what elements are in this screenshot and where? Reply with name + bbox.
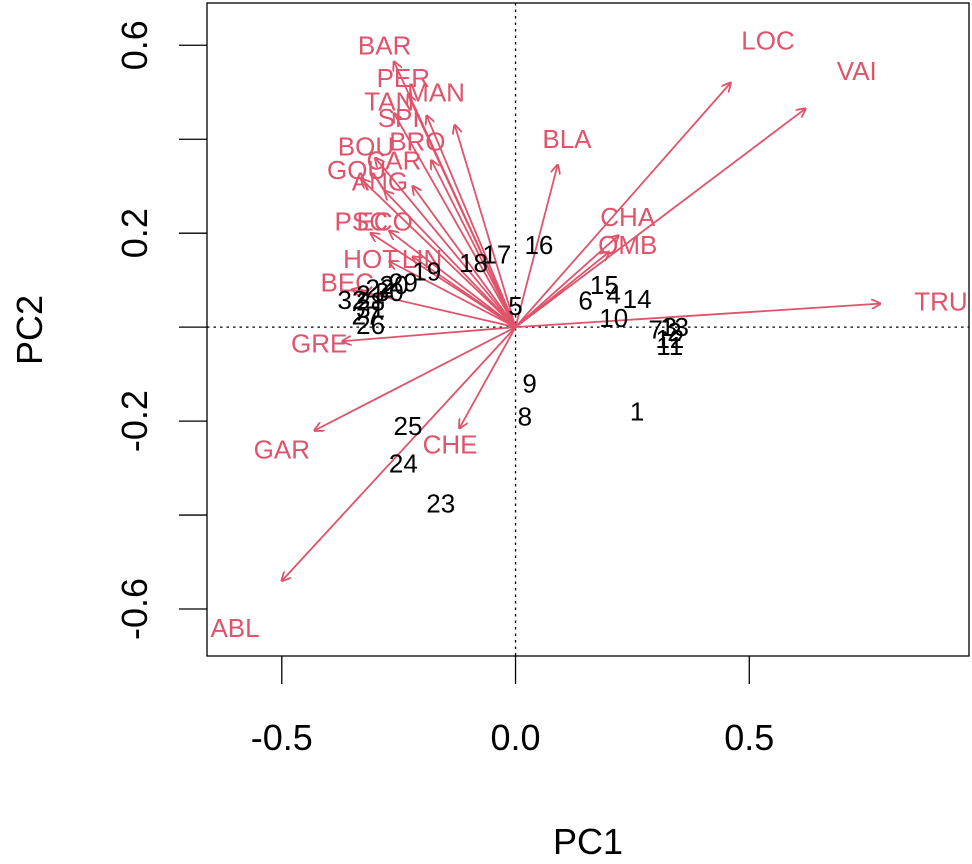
observation-label: 28 xyxy=(356,286,385,316)
observation-label: 24 xyxy=(389,448,418,478)
variable-label: VAI xyxy=(837,56,877,86)
variable-label: MAN xyxy=(407,77,465,107)
observation-label: 9 xyxy=(522,369,536,399)
variable-label: GRE xyxy=(291,329,347,359)
y-tick-label: 0.6 xyxy=(114,20,155,70)
variable-label: OMB xyxy=(598,230,657,260)
observation-label: 32 xyxy=(337,285,366,315)
variable-arrow xyxy=(375,158,517,328)
observation-label: 12 xyxy=(655,324,684,354)
variable-label: BOU xyxy=(338,131,394,161)
variable-arrow xyxy=(514,165,558,328)
reference-lines xyxy=(207,3,969,656)
variable-arrow xyxy=(413,186,517,328)
x-tick-label: 0.0 xyxy=(491,717,541,758)
variable-label: CHA xyxy=(600,202,656,232)
variable-label: TAN xyxy=(364,87,414,117)
variable-arrow xyxy=(515,304,881,329)
observation-label: 7 xyxy=(649,315,663,345)
observation-label: 10 xyxy=(599,303,628,333)
y-axis-title: PC2 xyxy=(9,295,50,365)
variable-arrow xyxy=(514,83,731,328)
variable-label: CAR xyxy=(367,145,422,175)
variable-label: ABL xyxy=(210,613,259,643)
variable-arrow xyxy=(352,290,516,329)
observation-label: 11 xyxy=(656,331,683,361)
variable-label: BAR xyxy=(358,30,411,60)
variable-arrow xyxy=(459,326,517,428)
observation-label: 3 xyxy=(663,312,677,342)
observation-label: 17 xyxy=(482,239,511,269)
variable-arrow xyxy=(389,261,516,328)
variable-label: BRO xyxy=(389,127,445,157)
observation-label: 13 xyxy=(660,312,689,342)
variable-label: SPI xyxy=(378,103,420,133)
observation-label: 30 xyxy=(375,277,404,307)
y-tick-label: 0.2 xyxy=(114,208,155,258)
variable-arrow xyxy=(514,109,806,328)
variable-label: LOC xyxy=(741,26,794,56)
y-axis: -0.6 -0.2 0.2 0.6 xyxy=(114,20,207,640)
variable-label: TRU xyxy=(914,286,967,316)
variable-label: GOU xyxy=(327,155,386,185)
variable-arrow xyxy=(282,326,517,581)
observation-label: 16 xyxy=(524,230,553,260)
variable-label: GAR xyxy=(254,434,310,464)
plot-frame xyxy=(206,2,970,657)
x-tick-label: -0.5 xyxy=(251,717,313,758)
variable-arrow xyxy=(413,257,517,328)
observation-label: 20 xyxy=(380,270,409,300)
observation-label: 4 xyxy=(606,279,620,309)
variable-label: PSC xyxy=(335,206,388,236)
x-axis: -0.5 0.0 0.5 xyxy=(251,656,774,758)
variable-arrow xyxy=(427,116,517,328)
observation-label: 5 xyxy=(508,291,522,321)
variable-arrow xyxy=(315,326,516,430)
x-tick-label: 0.5 xyxy=(724,717,774,758)
variable-arrow xyxy=(361,179,517,328)
variable-arrows xyxy=(282,62,880,581)
variable-arrow xyxy=(389,231,517,328)
observation-label: 8 xyxy=(518,401,532,431)
observation-label: 2 xyxy=(667,317,681,347)
y-tick-label: -0.6 xyxy=(114,578,155,640)
variable-label: PER xyxy=(377,63,430,93)
observation-label: 29 xyxy=(389,268,418,298)
variable-arrow xyxy=(514,252,609,328)
variable-arrow xyxy=(455,125,517,328)
observation-label: 27 xyxy=(351,300,380,330)
variable-label: CHE xyxy=(423,430,478,460)
variable-label: ECO xyxy=(356,206,412,236)
observation-label: 18 xyxy=(459,248,488,278)
variable-label: LIN xyxy=(402,244,442,274)
variable-arrow xyxy=(431,160,517,328)
observation-label: 26 xyxy=(356,310,385,340)
x-axis-title: PC1 xyxy=(553,821,623,862)
variable-label: ANG xyxy=(352,167,408,197)
variable-label: BLA xyxy=(542,124,592,154)
observation-label: 19 xyxy=(412,257,441,287)
variable-arrow xyxy=(385,191,517,328)
variable-arrow xyxy=(408,95,517,328)
observation-label: 6 xyxy=(578,285,592,315)
observation-label: 31 xyxy=(356,293,385,323)
observation-label: 23 xyxy=(426,488,455,518)
variable-label: BEC xyxy=(321,268,374,298)
observation-label: 14 xyxy=(623,284,652,314)
observation-label: 15 xyxy=(590,270,619,300)
y-tick-label: -0.2 xyxy=(114,390,155,452)
observation-label: 1 xyxy=(630,397,644,427)
observation-label: 21 xyxy=(356,279,385,309)
variable-arrow xyxy=(343,326,516,341)
variable-arrow xyxy=(394,113,517,328)
observation-label: 22 xyxy=(366,274,395,304)
observation-label: 25 xyxy=(394,411,423,441)
variable-label: HOT xyxy=(343,244,398,274)
